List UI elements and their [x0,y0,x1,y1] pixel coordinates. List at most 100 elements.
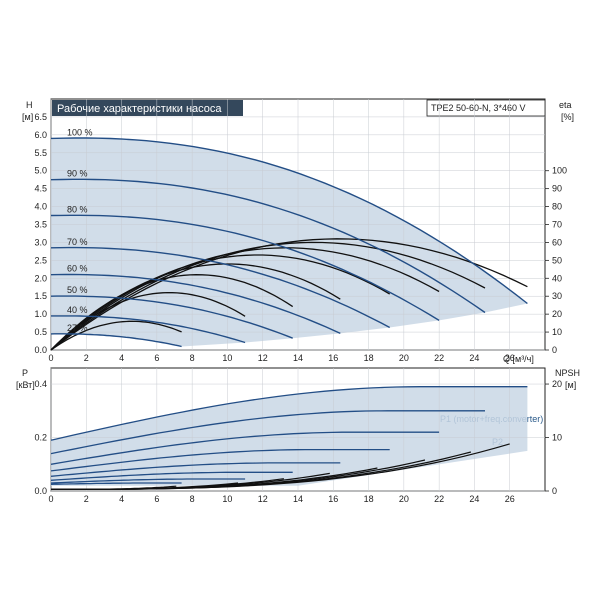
head-curve [50,295,293,339]
y-axis-label-npsh: NPSH [555,368,580,378]
x-tick-label: 16 [328,353,338,363]
y-tick-label-left: 4.5 [34,184,47,194]
x-tick-label-bottom: 14 [293,494,303,504]
model-label: TPE2 50-60-N, 3*460 V [431,103,526,113]
y-tick-label-left-bottom: 0.2 [34,433,47,443]
x-tick-label: 18 [364,353,374,363]
x-tick-label: 6 [154,353,159,363]
y-tick-label-right-bottom: 0 [552,486,557,496]
y-tick-label-left: 5.0 [34,166,47,176]
speed-label: 60 % [67,264,88,274]
x-tick-label: 14 [293,353,303,363]
speed-label: 27 % [67,323,88,333]
y-tick-label-right-bottom: 10 [552,433,562,443]
eta-curve [50,274,294,351]
x-axis-label-q: Q [м³/ч] [503,354,534,364]
eta-curve [50,263,341,351]
y-tick-label-left: 2.5 [34,255,47,265]
p1-curve [50,471,293,481]
y-tick-label-right: 100 [552,166,567,176]
y-tick-label-right: 50 [552,255,562,265]
y-tick-label-right: 20 [552,309,562,319]
head-curve [50,246,391,329]
title-bar [52,100,243,116]
eta-curve [50,238,528,351]
power-area [51,386,528,486]
y-axis-unit-npsh: [м] [565,380,576,390]
x-tick-label-bottom: 6 [154,494,159,504]
x-tick-label: 12 [258,353,268,363]
y-tick-label-left: 6.5 [34,112,47,122]
x-tick-label: 20 [399,353,409,363]
x-tick-label: 26 [505,353,515,363]
y-tick-label-left: 3.5 [34,220,47,230]
x-tick-label: 10 [222,353,232,363]
eta-curve [50,320,182,351]
x-tick-label: 8 [190,353,195,363]
x-tick-label-bottom: 0 [48,494,53,504]
y-tick-label-right: 0 [552,345,557,355]
x-tick-label: 24 [469,353,479,363]
eta-curve [50,254,391,351]
p1-curve [50,462,341,477]
eta-curve [50,291,246,351]
x-tick-label-bottom: 22 [434,494,444,504]
x-tick-label-bottom: 4 [119,494,124,504]
x-tick-label-bottom: 8 [190,494,195,504]
head-curve [51,315,246,344]
y-tick-label-left: 5.5 [34,148,47,158]
y-tick-label-left: 1.5 [34,291,47,301]
y-axis-unit-h: [м] [22,112,33,122]
y-tick-label-left: 6.0 [34,130,47,140]
y-tick-label-right: 90 [552,184,562,194]
p1-curve [50,386,528,441]
chart-title: Рабочие характеристики насоса [57,103,222,115]
y-tick-label-left: 0.0 [34,345,47,355]
y-tick-label-left: 2.0 [34,273,47,283]
speed-label: 50 % [67,285,88,295]
eta-curve [50,247,440,351]
chart-marks: 100 %90 %80 %70 %60 %50 %40 %27 %0 2 4 6 8 10… [34,99,567,504]
head-curve [50,137,528,305]
speed-label: 40 % [67,305,88,315]
y-tick-label-left: 4.0 [34,202,47,212]
head-curve [50,333,182,348]
model-box [426,99,546,117]
x-tick-label-bottom: 10 [222,494,232,504]
x-tick-label-bottom: 2 [84,494,89,504]
p1-curve [50,478,246,484]
x-tick-label-bottom: 18 [364,494,374,504]
y-tick-label-right-bottom: 20 [552,379,562,389]
head-curve [50,178,486,314]
x-tick-label-bottom: 24 [469,494,479,504]
p1-curve [50,448,390,472]
x-tick-label: 22 [434,353,444,363]
p1-curve [50,410,485,455]
y-tick-label-left-bottom: 0.4 [34,379,47,389]
y-tick-label-left: 1.0 [34,309,47,319]
x-tick-label: 2 [84,353,89,363]
y-axis-label-p: P [22,368,28,378]
y-axis-label-eta: eta [559,100,572,110]
x-tick-label-bottom: 12 [258,494,268,504]
x-tick-label: 0 [48,353,53,363]
y-tick-label-right: 10 [552,327,562,337]
y-tick-label-right: 40 [552,273,562,283]
x-tick-label-bottom: 26 [505,494,515,504]
speed-label: 100 % [67,127,93,137]
head-curve [50,214,440,321]
p1-curve [50,482,182,485]
y-tick-label-right: 80 [552,202,562,212]
npsh-curve [51,485,177,490]
speed-label: 80 % [67,205,88,215]
y-axis-unit-p: [кВт] [16,380,35,390]
x-tick-label-bottom: 16 [328,494,338,504]
x-tick-label: 4 [119,353,124,363]
y-tick-label-left: 3.0 [34,237,47,247]
y-tick-label-right: 60 [552,237,562,247]
y-tick-label-left: 0.5 [34,327,47,337]
y-tick-label-left-bottom: 0.0 [34,486,47,496]
y-axis-label-h: H [26,100,33,110]
